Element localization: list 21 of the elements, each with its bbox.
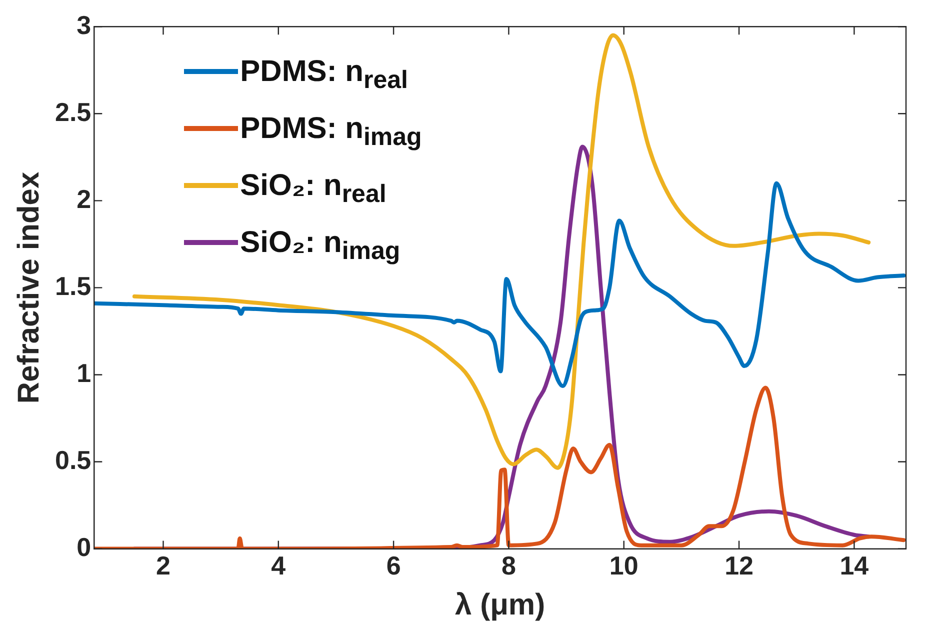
- y-tick-label: 1: [76, 358, 92, 388]
- legend-label: PDMS: n$_{imag}$: [240, 112, 422, 152]
- legend-label: PDMS: n$_{real}$: [240, 55, 408, 94]
- y-tick-label: 1.5: [54, 270, 92, 301]
- x-axis-title: λ (μm): [455, 588, 546, 622]
- legend-label: SiO₂: n$_{imag}$: [240, 226, 400, 266]
- legend-label: SiO₂: n$_{real}$: [240, 169, 386, 208]
- x-tick-label: 4: [271, 550, 286, 581]
- x-tick-label: 14: [840, 550, 870, 581]
- x-tick-label: 6: [386, 550, 401, 581]
- x-tick-label: 8: [501, 550, 516, 581]
- x-tick-label: 12: [724, 550, 754, 581]
- line-series: [132, 33, 871, 470]
- y-tick-label: 3: [76, 10, 92, 40]
- x-tick-label: 10: [609, 550, 638, 581]
- y-axis-title: Refractive index: [12, 172, 46, 404]
- x-tick-label: 2: [156, 550, 170, 581]
- y-tick-label: 0: [76, 532, 92, 562]
- y-tick-label: 2.5: [54, 96, 92, 127]
- y-tick-label: 0.5: [54, 444, 92, 475]
- y-tick-label: 2: [76, 184, 92, 214]
